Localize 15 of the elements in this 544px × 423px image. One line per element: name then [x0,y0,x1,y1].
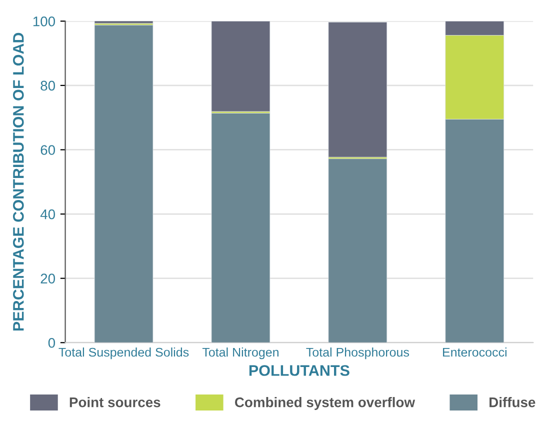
y-tick-label: 40 [40,209,56,220]
x-tick-label: Enterococci [443,347,506,357]
x-tick-label: Total Nitrogen [202,347,278,360]
y-axis-title: PERCENTAGE CONTRIBUTION OF LOAD [12,32,24,331]
y-tick-label: 80 [40,80,56,91]
x-tick-label: Total Suspended Solids [58,347,189,360]
x-axis-title: POLLUTANTS [249,365,350,376]
x-tick-label: Total Phosphorous [306,347,409,360]
y-tick-label: 100 [33,16,56,26]
y-tick-label: 20 [40,274,56,284]
y-tick-label: 60 [40,145,56,155]
y-tick-label: 0 [48,338,56,348]
legend-label: Combined system overflow [234,397,416,410]
legend-label: Point sources [70,397,160,408]
legend-label: Diffuse [490,397,536,408]
